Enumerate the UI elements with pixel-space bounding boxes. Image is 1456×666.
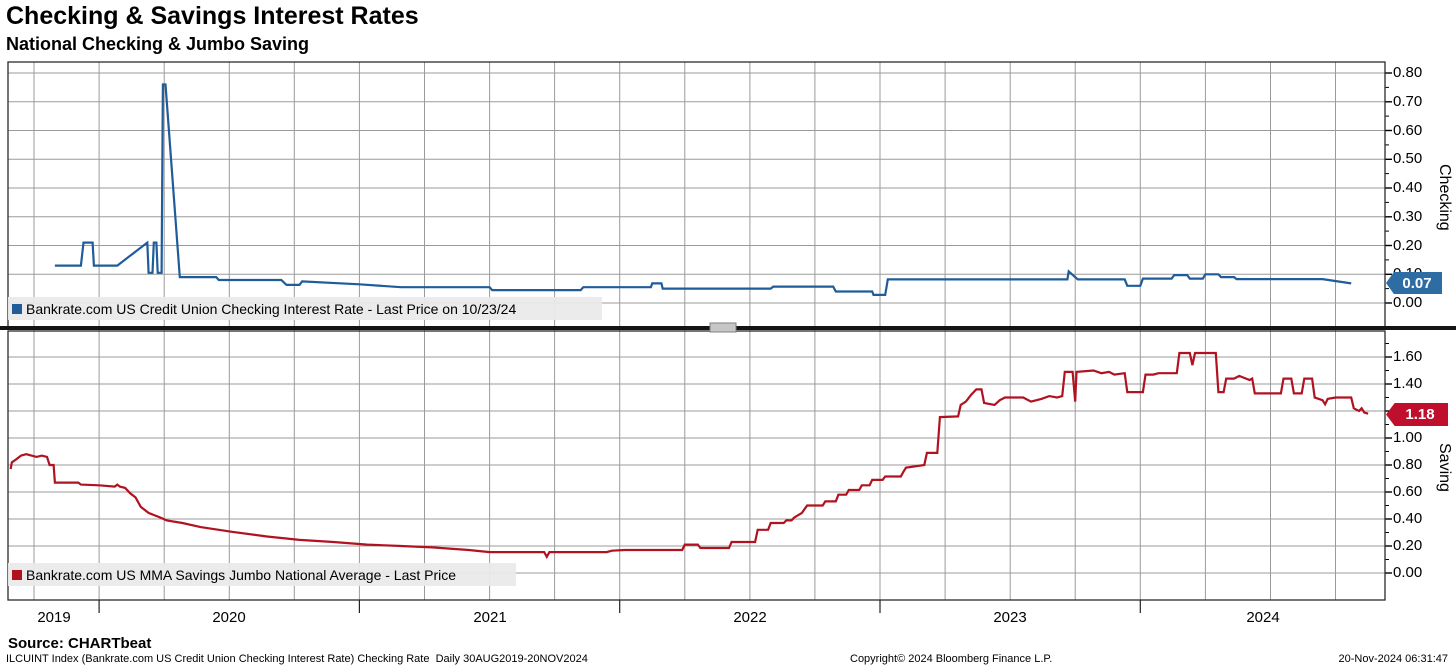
source-label: Source: CHARTbeat [8, 635, 152, 652]
checking-legend-swatch-icon [12, 303, 22, 314]
separator-drag-handle[interactable] [709, 322, 737, 333]
y-axis-label: 0.40 [1393, 510, 1423, 527]
y-axis-label: 1.00 [1393, 429, 1423, 446]
checking-last-price-badge: 0.07 [1386, 272, 1442, 294]
y-axis-label: 0.60 [1393, 483, 1423, 500]
legend-saving-label: Bankrate.com US MMA Savings Jumbo Nation… [26, 566, 457, 583]
y-axis-label: 0.20 [1393, 237, 1423, 254]
y-axis-label: 0.30 [1393, 208, 1423, 225]
checking-axis-title: Checking [1436, 164, 1453, 231]
checking-rate-line [54, 83, 1352, 296]
x-axis-year-label: 2024 [1246, 609, 1280, 626]
y-axis-label: 0.40 [1393, 179, 1423, 196]
panel-border [7, 330, 1386, 601]
page-subtitle: National Checking & Jumbo Saving [6, 34, 310, 54]
timestamp: 20-Nov-2024 06:31:47 [1338, 653, 1448, 665]
y-axis-label: 0.00 [1393, 564, 1423, 581]
copyright-notice: Copyright© 2024 Bloomberg Finance L.P. [850, 653, 1053, 665]
y-axis-label: 1.40 [1393, 375, 1423, 392]
index-description: ILCUINT Index (Bankrate.com US Credit Un… [6, 653, 588, 665]
y-axis-label: 0.20 [1393, 537, 1423, 554]
x-axis-year-label: 2020 [212, 609, 246, 626]
legend-saving[interactable]: Bankrate.com US MMA Savings Jumbo Nation… [8, 563, 516, 586]
x-axis-year-label: 2022 [733, 609, 767, 626]
y-axis-label: 0.80 [1393, 64, 1423, 81]
legend-checking[interactable]: Bankrate.com US Credit Union Checking In… [8, 297, 602, 320]
y-axis-label: 0.80 [1393, 456, 1423, 473]
saving-last-price-badge: 1.18 [1386, 403, 1448, 426]
page-title: Checking & Savings Interest Rates [6, 2, 419, 30]
saving-axis-title: Saving [1436, 443, 1453, 492]
x-axis-year-label: 2019 [37, 609, 71, 626]
x-axis-year-label: 2021 [473, 609, 507, 626]
saving-legend-swatch-icon [12, 569, 22, 580]
y-axis-label: 0.60 [1393, 122, 1423, 139]
y-axis-label: 0.50 [1393, 150, 1423, 167]
legend-checking-label: Bankrate.com US Credit Union Checking In… [26, 300, 517, 317]
y-axis-label: 1.60 [1393, 348, 1423, 365]
y-axis-label: 0.00 [1393, 294, 1423, 311]
y-axis-label: 0.70 [1393, 93, 1423, 110]
saving-rate-line [9, 351, 1369, 560]
x-axis-year-label: 2023 [993, 609, 1027, 626]
